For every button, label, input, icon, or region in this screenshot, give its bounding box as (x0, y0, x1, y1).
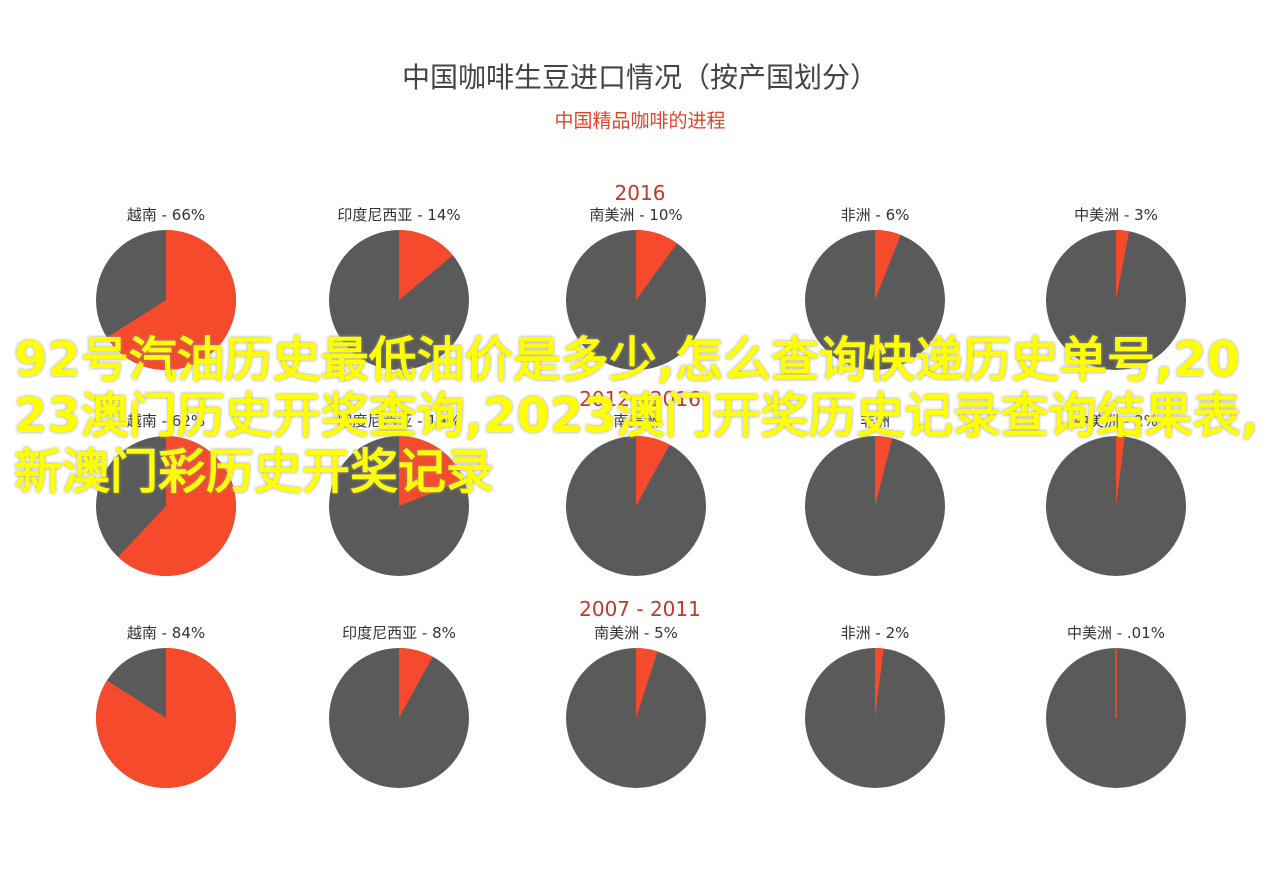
pie-2-2: 印度尼西亚 - 19% (329, 412, 469, 576)
pie-3-1: 越南 - 84% (96, 624, 237, 788)
chart-subtitle: 中国精品咖啡的进程 (554, 110, 726, 132)
pie-3-4: 非洲 - 2% (805, 624, 945, 788)
pie-1-1: 越南 - 66% (96, 206, 236, 371)
pie-1-5: 中美洲 - 3% (1046, 206, 1186, 370)
pie-slice (399, 648, 433, 718)
pie-label: 印度尼西亚 - 14% (337, 206, 460, 224)
pie-label: 南美洲 (613, 412, 658, 430)
pie-slice (399, 230, 453, 300)
pie-1-2: 印度尼西亚 - 14% (329, 206, 469, 370)
pie-label: 非洲 (860, 412, 890, 430)
pie-3-3: 南美洲 - 5% (566, 624, 706, 788)
pie-slice (875, 436, 893, 506)
pie-1-4: 非洲 - 6% (805, 206, 945, 370)
pie-label: 南美洲 - 10% (589, 206, 682, 224)
pie-label: 中美洲 - 3% (1074, 206, 1158, 224)
section-title: 2007 - 2011 (579, 597, 701, 621)
pie-slice (96, 648, 237, 788)
pie-2-3: 南美洲 (566, 412, 706, 576)
pie-slice (636, 648, 658, 718)
pie-slice (875, 648, 884, 718)
pie-label: 越南 - 84% (127, 624, 205, 642)
overlay-banner-text: 92号汽油历史最低油价是多少,怎么查询快递历史单号,2023澳门历史开奖查询,2… (14, 332, 1259, 500)
pie-3-2: 印度尼西亚 - 8% (329, 624, 469, 788)
chart-title: 中国咖啡生豆进口情况（按产国划分） (401, 61, 878, 94)
section-title: 2012 - 2016 (579, 387, 701, 411)
pie-slice (1116, 230, 1130, 300)
pie-2-1: 越南 - 62% (96, 412, 236, 576)
pie-slice (1116, 436, 1125, 506)
pie-label: 印度尼西亚 - 8% (342, 624, 456, 642)
pie-3-5: 中美洲 - .01% (1046, 624, 1186, 788)
pie-1-3: 南美洲 - 10% (566, 206, 706, 370)
pie-label: 越南 - 66% (127, 206, 205, 224)
pie-label: 南美洲 - 5% (594, 624, 678, 642)
pie-slice (399, 436, 465, 506)
pie-slice (875, 230, 901, 300)
pie-label: 印度尼西亚 - 19% (337, 412, 460, 430)
pie-2-4: 非洲 (805, 412, 945, 576)
pie-slice (636, 230, 678, 300)
pie-label: 非洲 - 6% (841, 206, 910, 224)
pie-slice (106, 230, 236, 371)
pie-slice (118, 436, 236, 576)
pie-label: 非洲 - 2% (841, 624, 910, 642)
pie-label: 越南 - 62% (127, 412, 205, 430)
pie-label: 中美洲 - 2% (1074, 412, 1158, 430)
pie-label: 中美洲 - .01% (1067, 624, 1165, 642)
pie-2-5: 中美洲 - 2% (1046, 412, 1186, 576)
pie-slice (636, 436, 670, 506)
section-title: 2016 (615, 181, 666, 205)
